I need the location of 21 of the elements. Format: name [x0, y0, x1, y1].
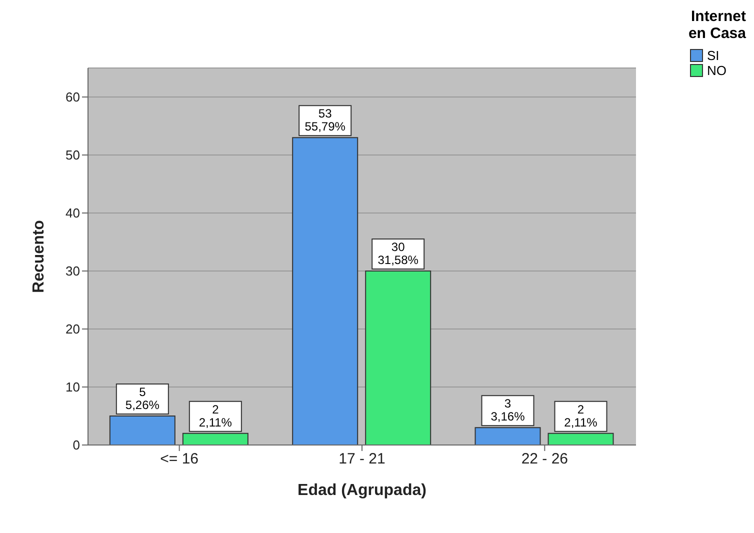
data-label: 53 55,79% — [304, 106, 346, 134]
data-label: 3 3,16% — [490, 396, 526, 424]
x-tick-label: 22 - 26 — [521, 450, 568, 468]
y-tick-label: 50 — [66, 148, 80, 163]
y-axis-title: Recuento — [30, 220, 48, 293]
legend-title: Internet en Casa — [687, 8, 746, 42]
legend-label: NO — [706, 63, 728, 78]
y-tick-label: 40 — [66, 206, 80, 221]
legend-label: SI — [706, 48, 720, 63]
data-label: 5 5,26% — [125, 385, 160, 412]
y-tick-label: 30 — [66, 264, 80, 279]
data-label: 30 31,58% — [378, 240, 419, 267]
y-tick-label: 60 — [66, 90, 80, 105]
y-tick-label: 10 — [66, 380, 80, 395]
y-tick-label: 20 — [66, 322, 80, 337]
x-tick-label: <= 16 — [160, 450, 199, 468]
data-label: 2 2,11% — [564, 402, 598, 430]
x-tick-label: 17 - 21 — [338, 450, 386, 468]
data-label: 2 2,11% — [198, 402, 232, 430]
y-tick-label: 0 — [72, 438, 80, 453]
x-axis-title: Edad (Agrupada) — [298, 482, 426, 499]
